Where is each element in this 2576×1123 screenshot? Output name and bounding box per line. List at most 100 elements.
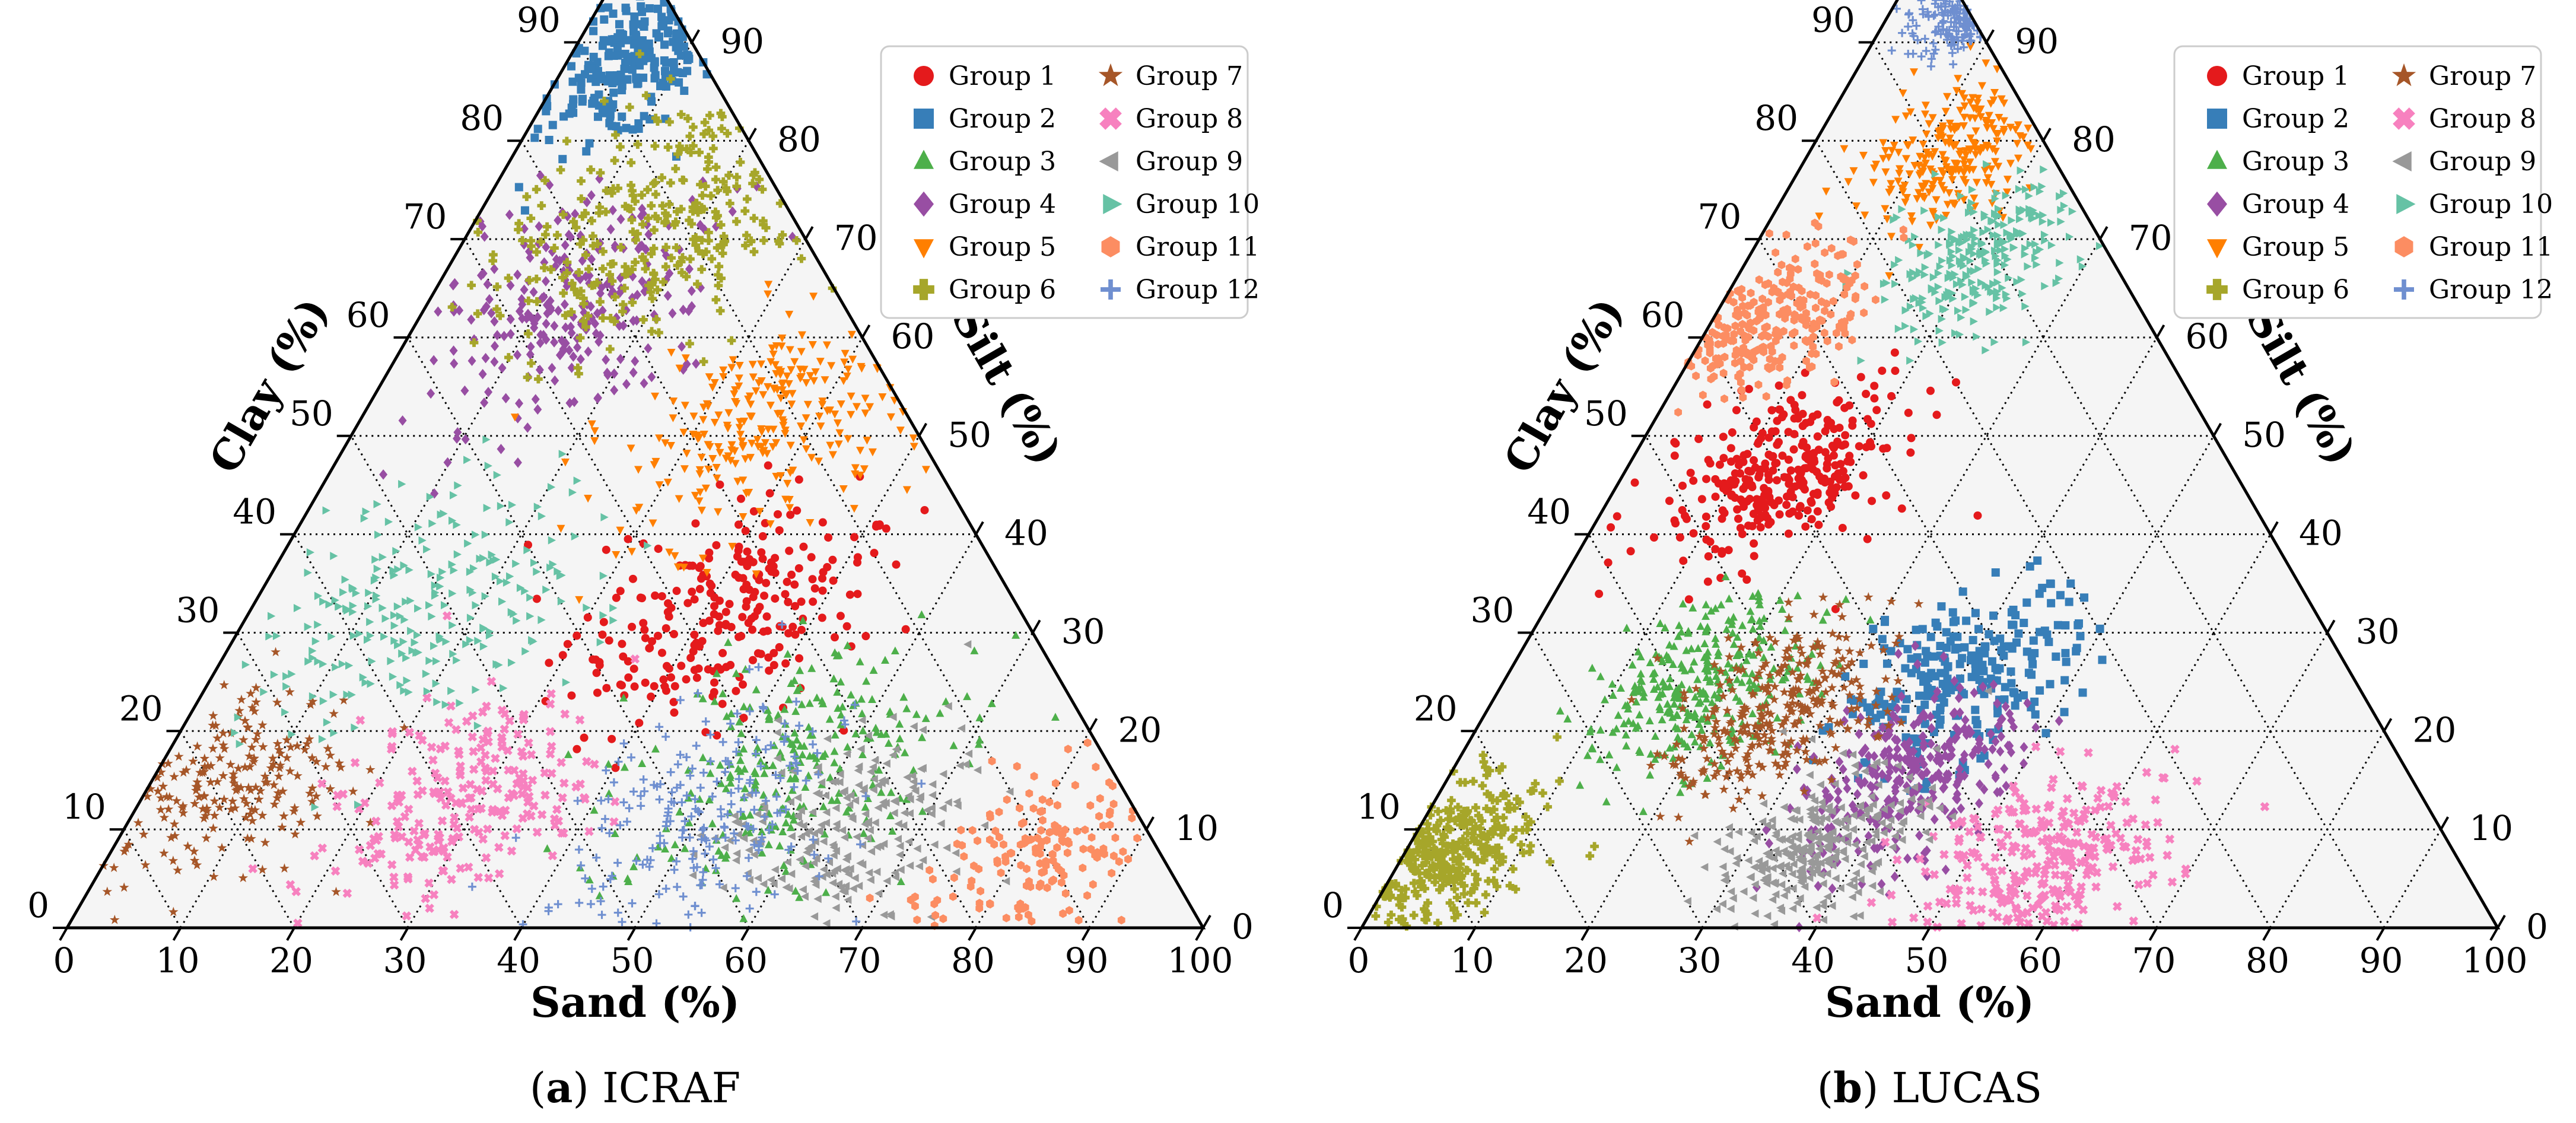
data-point [735, 424, 744, 432]
legend-marker-10 [1103, 194, 1122, 214]
data-point [913, 915, 921, 924]
data-point [1728, 628, 1737, 637]
data-point [734, 784, 743, 793]
data-point [822, 888, 831, 896]
data-point [1766, 518, 1775, 527]
data-point [2031, 710, 2040, 719]
data-point [1669, 753, 1678, 762]
data-point [605, 119, 614, 128]
data-point [771, 361, 780, 369]
data-point [1919, 677, 1928, 686]
data-point [792, 236, 801, 245]
data-point [896, 427, 905, 435]
data-point [1722, 625, 1731, 633]
x-filled-marker-shape [405, 727, 414, 737]
data-point [1036, 807, 1045, 816]
data-point [672, 857, 681, 866]
data-point [732, 173, 742, 182]
tick-label-sand: 60 [724, 940, 768, 981]
data-point [660, 218, 669, 227]
data-point [581, 271, 590, 282]
data-point [748, 656, 757, 664]
data-point [793, 506, 802, 515]
data-point [778, 334, 787, 343]
data-point [777, 472, 785, 481]
data-point [653, 285, 662, 294]
data-point [513, 729, 523, 739]
data-point [666, 178, 675, 187]
data-point [1051, 820, 1059, 830]
data-point [661, 439, 670, 447]
data-point [571, 532, 580, 541]
data-point [639, 775, 648, 784]
data-point [1037, 826, 1045, 835]
data-point [486, 558, 494, 567]
data-point [1953, 632, 1962, 641]
data-point [594, 208, 604, 218]
data-point [657, 12, 666, 21]
data-point [1897, 504, 1906, 513]
data-point [473, 873, 484, 882]
data-point [664, 200, 674, 209]
tick-label-silt: 30 [1061, 611, 1105, 651]
data-point [1001, 857, 1010, 866]
data-point [1760, 483, 1769, 492]
data-point [463, 862, 473, 872]
data-point [1987, 657, 1996, 666]
data-point [790, 728, 799, 737]
data-point [698, 880, 707, 889]
data-point [1854, 775, 1863, 786]
data-point [640, 54, 648, 63]
x-filled-marker-shape [354, 845, 364, 854]
data-point [1878, 366, 1887, 375]
data-point [1746, 607, 1755, 615]
data-point [1954, 692, 1963, 704]
data-point [738, 680, 747, 689]
data-point [638, 208, 647, 219]
data-point [633, 229, 642, 238]
data-point [488, 807, 497, 817]
data-point [688, 764, 697, 773]
data-point [587, 885, 596, 893]
data-point [831, 411, 839, 419]
x-filled-marker-shape [494, 842, 504, 852]
data-point [759, 880, 768, 889]
data-point [449, 650, 457, 658]
data-point [1556, 707, 1564, 715]
data-point [708, 792, 717, 801]
data-point [1812, 467, 1821, 476]
data-point [320, 761, 331, 771]
data-point [1855, 728, 1863, 740]
data-point [860, 465, 869, 473]
data-point [861, 792, 870, 801]
data-point [1878, 769, 1887, 780]
data-point [481, 763, 490, 773]
data-point [1636, 675, 1645, 683]
data-point [255, 785, 266, 796]
data-point [1737, 495, 1745, 504]
data-point [317, 843, 327, 853]
data-point [1684, 595, 1693, 604]
data-point [1909, 755, 1918, 766]
data-point [613, 908, 622, 917]
data-point [1750, 423, 1758, 432]
data-point [634, 466, 643, 474]
data-point [758, 833, 767, 842]
data-point [2038, 584, 2047, 593]
data-point [1788, 492, 1797, 501]
x-filled-marker-shape [481, 775, 491, 785]
data-point [727, 364, 736, 372]
data-point [619, 798, 628, 807]
data-point [873, 842, 881, 851]
data-point [189, 846, 199, 856]
data-point [556, 166, 565, 174]
data-point [738, 812, 747, 820]
data-point [526, 236, 536, 246]
data-point [689, 235, 698, 244]
legend-marker-2 [914, 109, 934, 129]
data-point [1691, 692, 1700, 701]
data-point [1996, 746, 2005, 757]
data-point [1030, 772, 1038, 781]
data-point [821, 791, 829, 800]
